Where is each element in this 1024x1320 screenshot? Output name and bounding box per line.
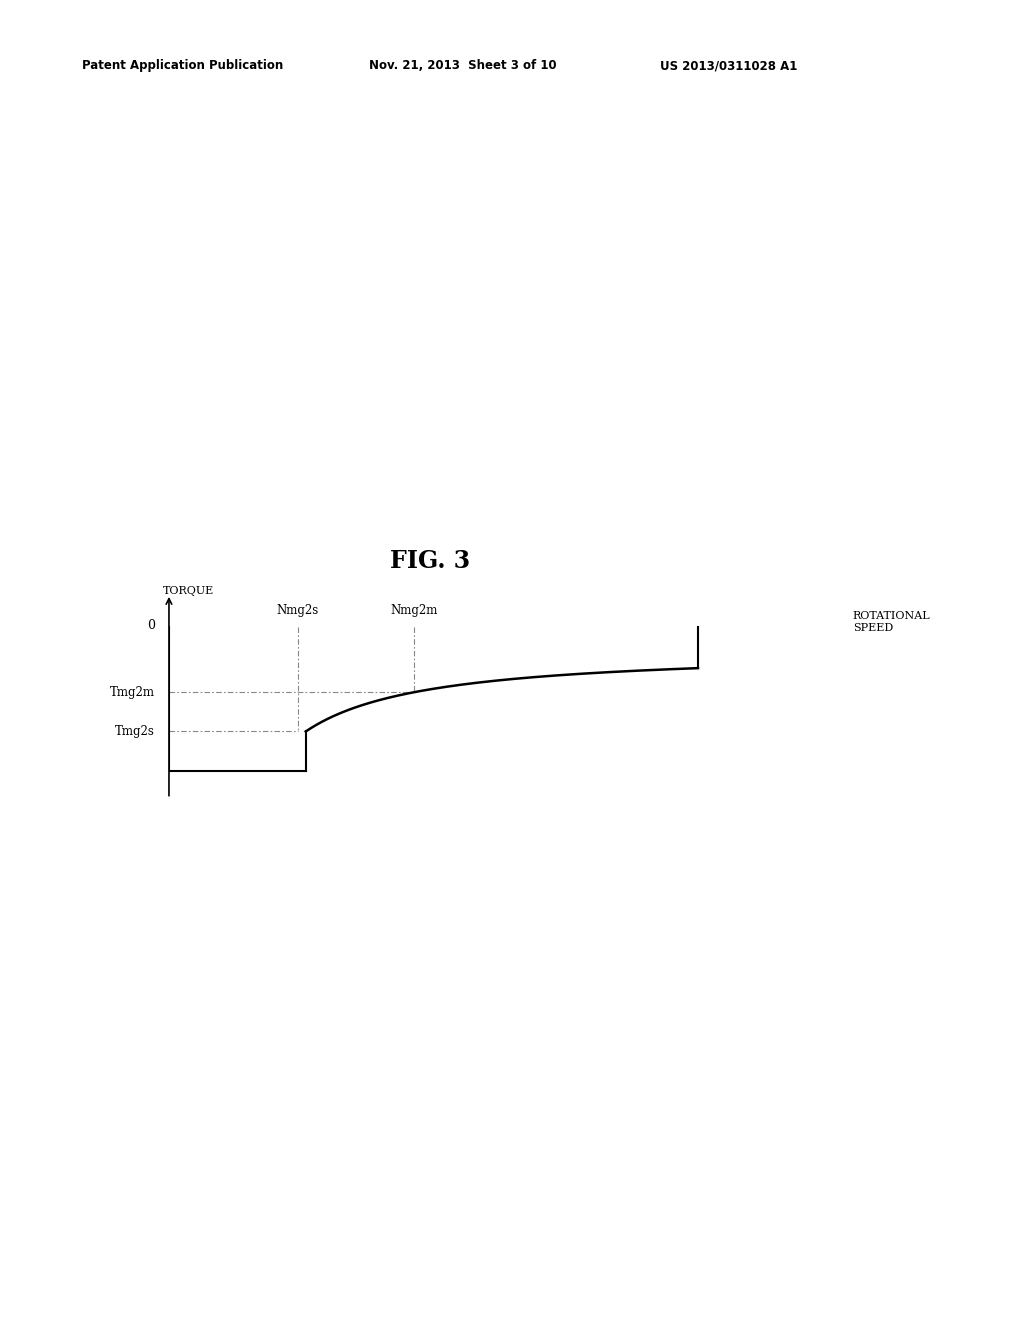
Text: ROTATIONAL
SPEED: ROTATIONAL SPEED [853, 611, 931, 634]
Text: 0: 0 [146, 619, 155, 632]
Text: US 2013/0311028 A1: US 2013/0311028 A1 [660, 59, 798, 73]
Text: Nmg2m: Nmg2m [390, 605, 438, 616]
Text: Patent Application Publication: Patent Application Publication [82, 59, 284, 73]
Text: FIG. 3: FIG. 3 [390, 549, 470, 573]
Text: Nmg2s: Nmg2s [276, 605, 319, 616]
Text: TORQUE: TORQUE [163, 586, 214, 597]
Text: Tmg2m: Tmg2m [110, 685, 155, 698]
Text: Nov. 21, 2013  Sheet 3 of 10: Nov. 21, 2013 Sheet 3 of 10 [369, 59, 556, 73]
Text: Tmg2s: Tmg2s [115, 725, 155, 738]
